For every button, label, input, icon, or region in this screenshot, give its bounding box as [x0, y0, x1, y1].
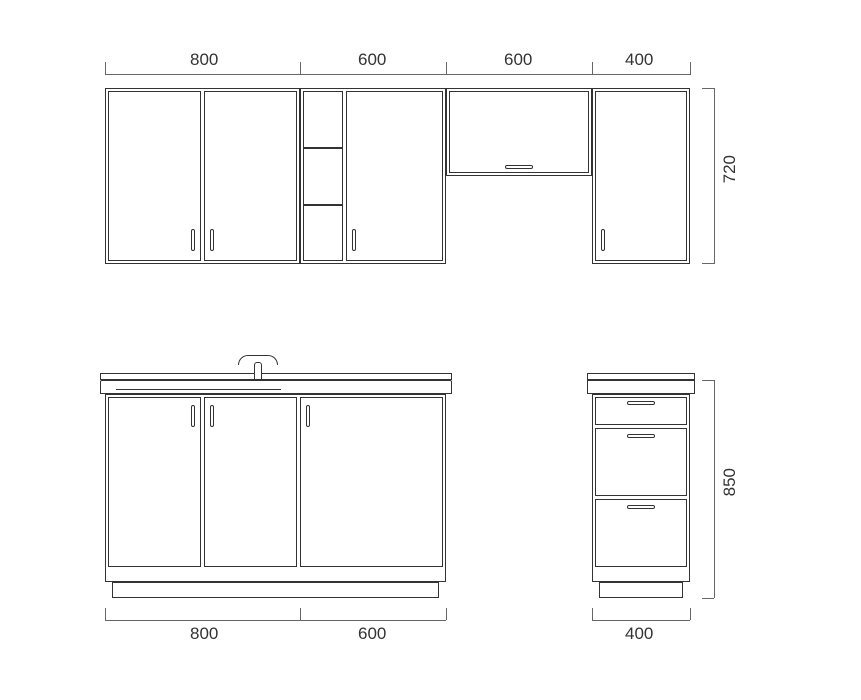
handle-icon: [210, 405, 214, 427]
ext-line: [446, 608, 447, 620]
ext-line: [702, 598, 714, 599]
ext-line: [300, 608, 301, 620]
handle-icon: [627, 434, 655, 438]
dim-base-height: 850: [720, 468, 740, 496]
upper-cab-4-door: [595, 91, 687, 261]
upper-cab-3-door: [449, 91, 589, 173]
ext-line: [105, 62, 106, 74]
dim-base-3: 400: [625, 624, 653, 644]
dim-base-1: 800: [190, 624, 218, 644]
plinth-right: [599, 582, 683, 598]
shelf-line: [303, 204, 343, 206]
handle-icon: [601, 229, 605, 251]
ext-line: [702, 263, 714, 264]
ext-line: [690, 608, 691, 620]
upper-cab-2-shelf-col: [303, 91, 343, 261]
drawer-mid: [595, 428, 687, 496]
upper-cab-1-door-left: [108, 91, 201, 261]
handle-icon: [191, 405, 195, 427]
dim-line: [105, 74, 691, 75]
base-600-door: [300, 397, 443, 567]
dim-top-4: 400: [625, 50, 653, 70]
ext-line: [300, 62, 301, 74]
dim-base-2: 600: [358, 624, 386, 644]
dim-top-1: 800: [190, 50, 218, 70]
dim-line: [714, 380, 715, 598]
dim-top-3: 600: [504, 50, 532, 70]
handle-icon: [627, 401, 655, 405]
ext-line: [702, 88, 714, 89]
shelf-line: [303, 147, 343, 149]
handle-icon: [210, 229, 214, 251]
ext-line: [702, 380, 714, 381]
dim-line: [592, 620, 690, 621]
base-800-door-right: [204, 397, 297, 567]
plinth-left: [112, 582, 439, 598]
upper-cab-2-door: [346, 91, 443, 261]
handle-icon: [191, 229, 195, 251]
faucet-base-icon: [254, 362, 262, 380]
ext-line: [592, 62, 593, 74]
sink-outline: [116, 384, 281, 390]
dim-line: [714, 88, 715, 264]
handle-icon: [627, 505, 655, 509]
drawer-bot: [595, 499, 687, 567]
dim-top-2: 600: [358, 50, 386, 70]
upper-cab-1-door-right: [204, 91, 297, 261]
handle-icon: [306, 405, 310, 427]
ext-line: [690, 62, 691, 74]
dim-upper-height: 720: [720, 155, 740, 183]
drawing-canvas: 800 600 600 400 720 360: [0, 0, 861, 700]
base-800-door-left: [108, 397, 201, 567]
dim-line: [105, 620, 446, 621]
countertop-right: [587, 380, 695, 394]
countertop-right-lip: [587, 373, 695, 380]
ext-line: [446, 62, 447, 74]
handle-icon: [352, 229, 356, 251]
countertop-left-lip: [100, 373, 452, 380]
handle-icon: [505, 165, 533, 169]
ext-line: [592, 608, 593, 620]
ext-line: [105, 608, 106, 620]
